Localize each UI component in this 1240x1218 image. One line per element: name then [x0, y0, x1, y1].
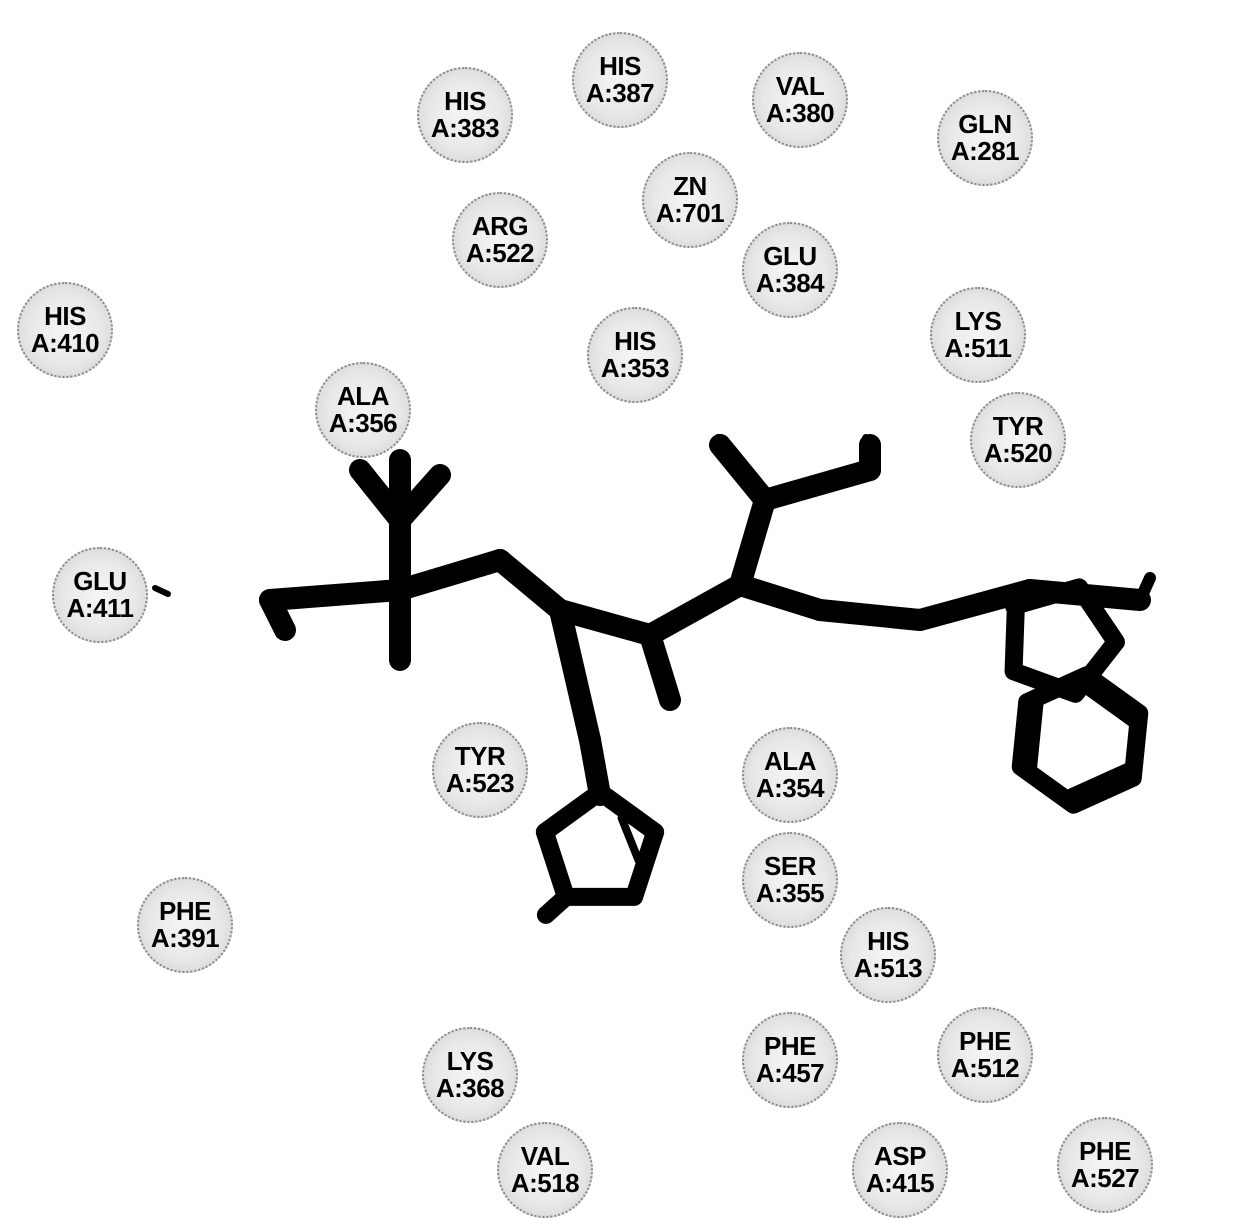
residue-pos: A:513 [854, 955, 922, 982]
residue-node: ALAA:356 [315, 362, 411, 458]
residue-aa: TYR [993, 413, 1044, 440]
residue-node: ZNA:701 [642, 152, 738, 248]
ligand-structure [0, 0, 1240, 1202]
residue-pos: A:520 [984, 440, 1052, 467]
residue-aa: SER [764, 853, 816, 880]
residue-pos: A:383 [431, 115, 499, 142]
residue-node: GLUA:411 [52, 547, 148, 643]
residue-aa: VAL [776, 73, 825, 100]
residue-aa: ALA [337, 383, 389, 410]
residue-node: VALA:518 [497, 1122, 593, 1218]
residue-node: ASPA:415 [852, 1122, 948, 1218]
residue-node: PHEA:512 [937, 1007, 1033, 1103]
residue-pos: A:457 [756, 1060, 824, 1087]
residue-node: PHEA:457 [742, 1012, 838, 1108]
residue-aa: TYR [455, 743, 506, 770]
residue-pos: A:411 [67, 595, 134, 622]
residue-aa: GLU [763, 243, 816, 270]
residue-pos: A:415 [866, 1170, 934, 1197]
residue-aa: HIS [867, 928, 909, 955]
residue-aa: PHE [159, 898, 211, 925]
residue-node: ALAA:354 [742, 727, 838, 823]
residue-aa: ASP [874, 1143, 926, 1170]
residue-pos: A:380 [766, 100, 834, 127]
residue-node: TYRA:520 [970, 392, 1066, 488]
residue-pos: A:387 [586, 80, 654, 107]
residue-pos: A:701 [656, 200, 724, 227]
residue-aa: HIS [614, 328, 656, 355]
residue-aa: ARG [472, 213, 528, 240]
residue-aa: LYS [955, 308, 1002, 335]
residue-aa: VAL [521, 1143, 570, 1170]
residue-pos: A:354 [756, 775, 824, 802]
residue-pos: A:518 [511, 1170, 579, 1197]
residue-pos: A:527 [1071, 1165, 1139, 1192]
residue-pos: A:368 [436, 1075, 504, 1102]
residue-node: VALA:380 [752, 52, 848, 148]
residue-pos: A:384 [756, 270, 824, 297]
residue-pos: A:410 [31, 330, 99, 357]
residue-aa: ALA [764, 748, 816, 775]
residue-pos: A:281 [951, 138, 1019, 165]
residue-node: PHEA:527 [1057, 1117, 1153, 1213]
residue-pos: A:353 [601, 355, 669, 382]
residue-node: GLNA:281 [937, 90, 1033, 186]
residue-aa: PHE [764, 1033, 816, 1060]
residue-node: HISA:387 [572, 32, 668, 128]
residue-node: ARGA:522 [452, 192, 548, 288]
residue-pos: A:355 [756, 880, 824, 907]
residue-pos: A:511 [945, 335, 1012, 362]
residue-aa: LYS [447, 1048, 494, 1075]
residue-aa: GLU [73, 568, 126, 595]
residue-aa: HIS [444, 88, 486, 115]
residue-node: TYRA:523 [432, 722, 528, 818]
residue-node: LYSA:368 [422, 1027, 518, 1123]
residue-pos: A:522 [466, 240, 534, 267]
residue-aa: PHE [959, 1028, 1011, 1055]
residue-node: SERA:355 [742, 832, 838, 928]
residue-aa: HIS [599, 53, 641, 80]
residue-pos: A:356 [329, 410, 397, 437]
residue-pos: A:523 [446, 770, 514, 797]
residue-aa: GLN [958, 111, 1011, 138]
residue-aa: ZN [673, 173, 707, 200]
residue-pos: A:391 [151, 925, 219, 952]
residue-aa: HIS [44, 303, 86, 330]
residue-aa: PHE [1079, 1138, 1131, 1165]
residue-node: HISA:353 [587, 307, 683, 403]
residue-node: HISA:513 [840, 907, 936, 1003]
residue-node: PHEA:391 [137, 877, 233, 973]
residue-pos: A:512 [951, 1055, 1019, 1082]
residue-node: LYSA:511 [930, 287, 1026, 383]
residue-node: GLUA:384 [742, 222, 838, 318]
residue-node: HISA:410 [17, 282, 113, 378]
residue-node: HISA:383 [417, 67, 513, 163]
